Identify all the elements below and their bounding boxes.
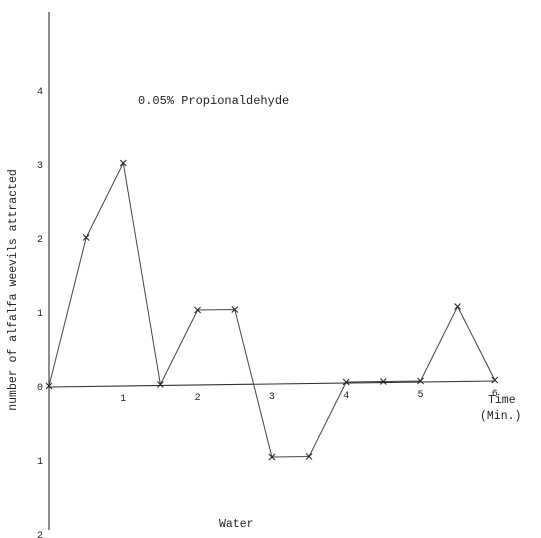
data-point-marker: [379, 378, 387, 385]
x-tick-label: 5: [417, 390, 423, 401]
y-tick-label-negative: 1: [37, 457, 43, 468]
x-tick-label: 2: [195, 393, 201, 404]
series-line-group: [48, 161, 496, 458]
x-axis: [48, 380, 496, 388]
x-tick-label: 3: [269, 392, 275, 403]
y-tick-label-zero: 0: [37, 383, 43, 394]
series-line: [48, 161, 496, 458]
y-axis-label: number of alfalfa weevils attracted: [7, 169, 20, 411]
data-point-marker: [417, 377, 424, 385]
y-tick-label: 2: [37, 235, 43, 246]
data-point-marker: [231, 306, 239, 313]
data-point-marker: [268, 453, 276, 461]
data-point-marker: [45, 382, 53, 390]
x-tick-label: 6: [492, 389, 498, 400]
data-point-marker: [194, 306, 201, 314]
y-tick-label-negative: 2: [37, 531, 43, 538]
data-point-marker: [305, 453, 313, 460]
chart-title: 0.05% Propionaldehyde: [138, 94, 289, 108]
tick-labels: 1 2 3 4 5 6 1 2 3 4 0 1 2: [37, 87, 498, 538]
data-point-marker: [491, 376, 499, 384]
x-axis-label-line2: (Min.): [480, 410, 521, 423]
water-label: Water: [219, 518, 254, 531]
data-point-marker: [119, 159, 127, 167]
y-tick-label: 1: [37, 309, 43, 320]
x-axis-label-line1: Time: [488, 394, 516, 407]
data-point-marker: [342, 378, 350, 386]
x-tick-label: 1: [120, 394, 126, 405]
y-tick-label: 3: [37, 161, 43, 172]
y-tick-label: 4: [37, 87, 43, 98]
data-point-marker: [454, 303, 461, 310]
data-point-marker: [82, 234, 90, 241]
data-point-marker: [157, 381, 164, 388]
x-tick-label: 4: [343, 391, 349, 402]
data-markers: [45, 159, 499, 461]
